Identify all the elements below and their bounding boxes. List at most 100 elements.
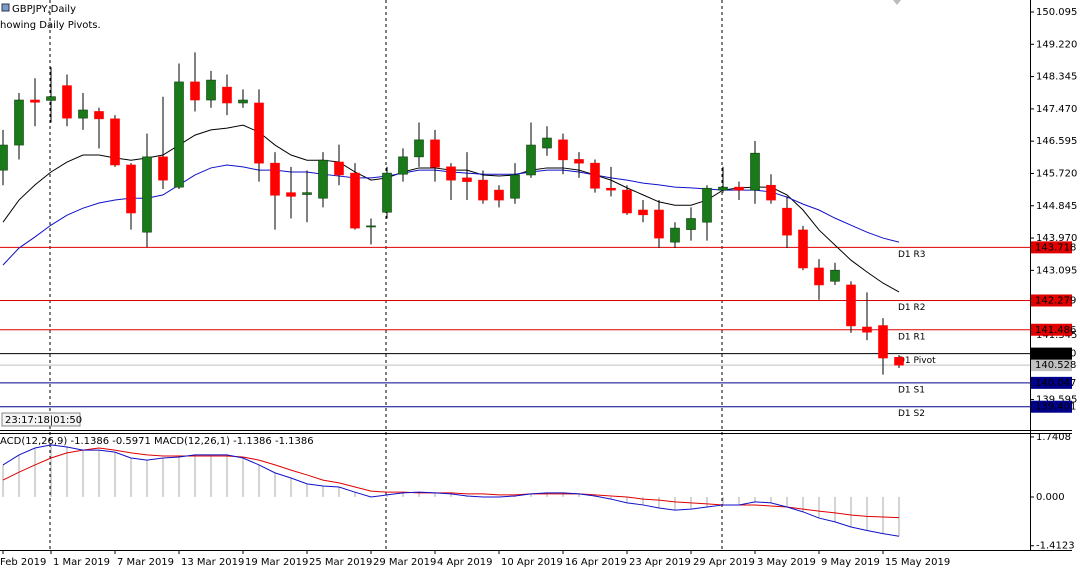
macd-main-line — [2, 444, 900, 537]
candle-body — [702, 187, 712, 223]
candle-body — [878, 325, 888, 359]
pivot-name: D1 S2 — [898, 409, 925, 419]
timer-box — [1, 412, 81, 427]
candle-body — [446, 166, 456, 181]
pivot-value: 142.279 — [1035, 295, 1076, 306]
candle-body — [574, 159, 584, 164]
candle-body — [606, 187, 616, 191]
candle-body — [558, 139, 568, 161]
candle-body — [494, 189, 504, 201]
candle-body — [622, 189, 632, 214]
x-tick-label: 1 Mar 2019 — [53, 557, 110, 568]
candle-body — [126, 164, 136, 214]
candle-body — [526, 144, 536, 176]
y-tick-label: 146.595 — [1036, 136, 1077, 147]
pivot-value: 141.486 — [1035, 325, 1076, 336]
pivot-tag — [1031, 376, 1072, 389]
candle-body — [750, 152, 760, 191]
candle-body — [478, 179, 488, 201]
candle-body — [94, 111, 104, 120]
x-tick-label: 29 Mar 2019 — [373, 557, 436, 568]
candle-body — [190, 81, 200, 101]
candle-body — [206, 79, 216, 101]
candle-body — [718, 186, 728, 191]
chart-title: GBPJPY,Daily — [12, 4, 76, 15]
y-tick-label: 145.720 — [1036, 168, 1077, 179]
candle-body — [814, 267, 824, 286]
candle-body — [46, 96, 56, 101]
x-tick-label: 25 Mar 2019 — [309, 557, 372, 568]
y-tick-label: 147.470 — [1036, 104, 1077, 115]
candle-body — [142, 156, 152, 233]
pivot-value: 140.840 — [1035, 349, 1076, 360]
candle-body — [590, 162, 600, 189]
x-tick-label: 13 Mar 2019 — [181, 557, 244, 568]
candle-body — [542, 137, 552, 149]
candle-body — [414, 139, 424, 158]
shift-marker — [893, 0, 901, 5]
pivot-value: 140.047 — [1035, 378, 1076, 389]
y-tick-label: 144.845 — [1036, 201, 1077, 212]
candle-body — [462, 177, 472, 182]
indicator-label: ACD(12,26,9) -1.1386 -0.5971 MACD(12,26,… — [0, 436, 314, 447]
y-tick-label: 149.220 — [1036, 39, 1077, 50]
candle-body — [638, 209, 648, 216]
candle-body — [158, 156, 168, 181]
indicator-y-tick-label: 0.000 — [1036, 492, 1065, 503]
current-price-label: 140.528 — [1035, 360, 1076, 371]
candle-body — [270, 162, 280, 196]
candle-body — [894, 356, 904, 366]
pivot-value: 143.718 — [1035, 242, 1076, 253]
pivot-value: 139.401 — [1035, 402, 1076, 413]
candle-body — [286, 192, 296, 197]
y-tick-label: 150.095 — [1036, 7, 1077, 18]
pivot-name: D1 R2 — [898, 303, 926, 313]
pivot-name: D1 R3 — [898, 250, 926, 260]
candle-body — [686, 218, 696, 230]
macd-signal-line — [2, 447, 900, 519]
candle-body — [110, 118, 120, 166]
candle-body — [254, 102, 264, 164]
symbol-icon — [1, 3, 10, 12]
candle-body — [734, 186, 744, 191]
candle-body — [318, 159, 328, 199]
candle-body — [350, 172, 360, 229]
candle-body — [334, 161, 344, 176]
pivot-tag — [1031, 323, 1072, 336]
indicator-y-tick-label: -1.4123 — [1036, 541, 1075, 552]
candle-body — [782, 207, 792, 236]
x-tick-label: 4 Apr 2019 — [437, 557, 492, 568]
candle-body — [798, 229, 808, 269]
candle-body — [62, 85, 72, 119]
x-tick-label: 10 Apr 2019 — [501, 557, 563, 568]
candle-body — [398, 156, 408, 175]
x-tick-label: 9 May 2019 — [821, 557, 880, 568]
candle-body — [30, 99, 40, 103]
candle-body — [78, 109, 88, 119]
pivot-name: D1 S1 — [898, 385, 925, 395]
candle-body — [382, 172, 392, 213]
chart-subtitle: howing Daily Pivots. — [0, 20, 101, 31]
candle-body — [846, 284, 856, 327]
candle-body — [238, 99, 248, 104]
candle-body — [302, 192, 312, 195]
pivot-name: D1 Pivot — [898, 356, 936, 366]
pivot-tag — [1031, 400, 1072, 413]
pivot-name: D1 R1 — [898, 332, 926, 342]
timer: 23:17:18|01:50 — [5, 415, 82, 426]
x-tick-label: 23 Apr 2019 — [629, 557, 691, 568]
candle-body — [14, 99, 24, 146]
x-tick-label: 7 Mar 2019 — [117, 557, 174, 568]
candle-body — [174, 81, 184, 188]
x-tick-label: 16 Apr 2019 — [565, 557, 627, 568]
y-tick-label: 148.345 — [1036, 72, 1077, 83]
x-tick-label: 29 Apr 2019 — [693, 557, 755, 568]
candle-body — [654, 209, 664, 239]
pivot-tag — [1031, 241, 1072, 254]
x-tick-label: 15 May 2019 — [885, 557, 950, 568]
indicator-y-tick-label: 1.7408 — [1036, 432, 1071, 443]
x-tick-label: 19 Mar 2019 — [245, 557, 308, 568]
candle-body — [862, 326, 872, 333]
